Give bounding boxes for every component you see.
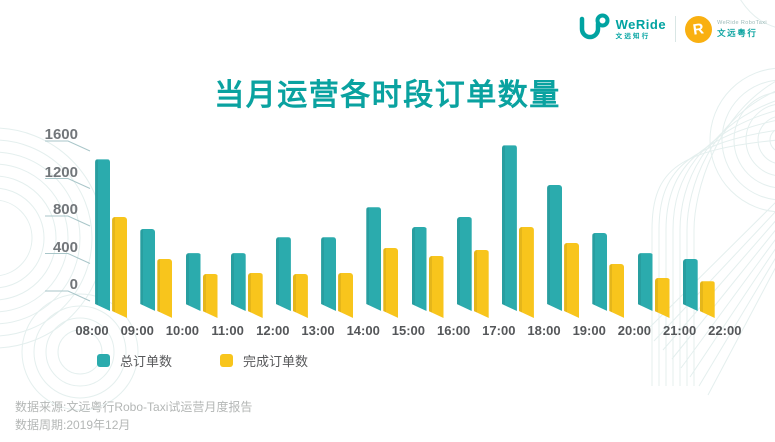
y-axis-tick-label: 400 [52, 238, 78, 256]
bar-总订单数-09:00 [140, 229, 155, 311]
bar-完成订单数-19:00 [609, 264, 624, 318]
bar-总订单数-08:00 [95, 159, 110, 311]
x-axis-tick-label: 15:00 [391, 323, 426, 338]
weride-logo: WeRide 文远知行 [577, 13, 666, 45]
x-axis-tick-label: 14:00 [346, 323, 380, 338]
bar-完成订单数-17:00 [519, 227, 534, 318]
bar-总订单数-18:00 [547, 185, 562, 311]
y-axis-tick-label: 800 [52, 201, 78, 218]
y-axis-tick-label: 1200 [44, 163, 78, 181]
bar-总订单数-15:00 [412, 227, 427, 311]
bar-完成订单数-08:00 [112, 217, 127, 318]
weride-logo-icon [579, 13, 610, 40]
bar-总订单数-20:00 [638, 253, 653, 311]
slide-footer: 数据来源:文远粤行Robo-Taxi试运营月度报告 数据周期:2019年12月 [15, 398, 252, 434]
legend-label-completed: 完成订单数 [243, 354, 309, 369]
logo-divider [675, 16, 677, 42]
x-axis-tick-label: 16:00 [436, 323, 471, 338]
y-axis-tick-label: 1600 [44, 126, 78, 143]
x-axis-tick-label: 22:00 [708, 323, 742, 338]
bar-完成订单数-12:00 [293, 274, 308, 318]
bar-总订单数-19:00 [592, 233, 607, 312]
weride-logo-cn: 文远知行 [615, 32, 651, 40]
bar-完成订单数-11:00 [248, 273, 263, 318]
bar-总订单数-16:00 [457, 217, 472, 311]
bar-完成订单数-21:00 [700, 281, 715, 318]
bar-总订单数-21:00 [683, 259, 698, 311]
legend-item-total: 总订单数 [97, 351, 172, 370]
bar-完成订单数-18:00 [564, 243, 579, 318]
x-axis-tick-label: 18:00 [527, 323, 561, 338]
x-axis-tick-label: 13:00 [301, 323, 335, 338]
bar-完成订单数-13:00 [338, 273, 353, 318]
robotaxi-logo-icon: R [685, 15, 713, 43]
header-logo-bar: WeRide 文远知行 R WeRide RoboTaxi 文远粤行 [577, 13, 767, 45]
data-source-note: 数据来源:文远粤行Robo-Taxi试运营月度报告 [15, 400, 253, 414]
bar-总订单数-11:00 [231, 253, 246, 311]
bar-完成订单数-20:00 [655, 278, 670, 319]
x-axis-tick-label: 17:00 [482, 323, 516, 338]
x-axis-tick-label: 10:00 [165, 323, 200, 338]
bar-完成订单数-10:00 [203, 274, 218, 318]
x-axis-tick-label: 20:00 [617, 323, 652, 338]
x-axis-tick-label: 21:00 [662, 323, 697, 338]
legend-label-total: 总订单数 [120, 354, 173, 369]
legend-swatch-completed [220, 354, 234, 367]
x-axis-tick-label: 12:00 [256, 323, 290, 338]
bar-总订单数-10:00 [186, 253, 201, 311]
data-period-note: 数据周期:2019年12月 [15, 418, 131, 432]
legend-swatch-total [97, 354, 110, 367]
bar-总订单数-17:00 [502, 145, 517, 311]
bar-完成订单数-15:00 [429, 256, 444, 318]
x-axis-tick-label: 08:00 [75, 323, 109, 338]
bar-完成订单数-14:00 [383, 248, 398, 318]
bar-总订单数-13:00 [321, 237, 336, 311]
bar-完成订单数-09:00 [157, 259, 172, 318]
bar-总订单数-14:00 [366, 207, 381, 311]
bar-完成订单数-16:00 [474, 250, 489, 318]
chart-legend: 总订单数 完成订单数 [97, 351, 308, 370]
robotaxi-logo-cn: 文远粤行 [717, 28, 758, 38]
bar-总订单数-12:00 [276, 237, 291, 311]
x-axis-tick-label: 11:00 [211, 323, 244, 338]
legend-item-completed: 完成订单数 [220, 351, 308, 370]
chart-title: 当月运营各时段订单数量 [214, 79, 561, 112]
weride-logo-name: WeRide [615, 16, 667, 32]
x-axis-tick-label: 09:00 [120, 323, 154, 338]
x-axis-tick-label: 19:00 [572, 323, 606, 338]
robotaxi-logo-name: WeRide RoboTaxi [717, 19, 767, 26]
robotaxi-logo: R WeRide RoboTaxi 文远粤行 [685, 15, 767, 43]
y-axis-tick-label: 0 [69, 276, 78, 293]
